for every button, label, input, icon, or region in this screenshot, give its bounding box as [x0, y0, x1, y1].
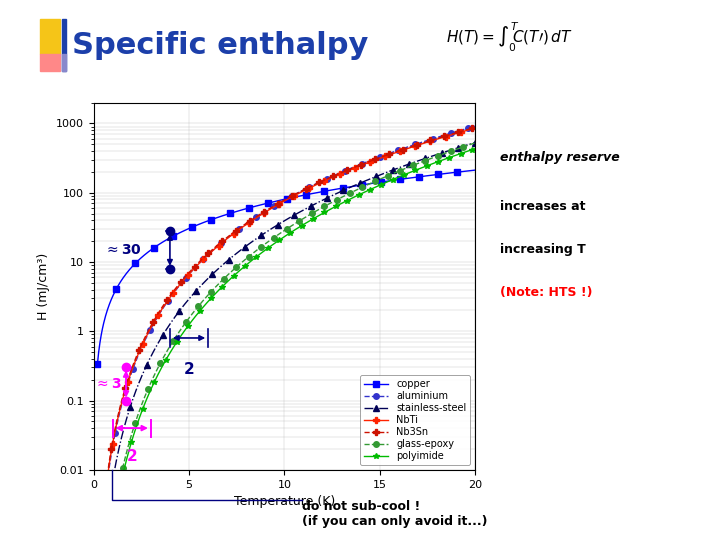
Nb3Sn: [160, 301, 168, 307]
Text: increasing T: increasing T: [500, 243, 586, 256]
polyimide: [471, 145, 480, 152]
aluminium: [190, 265, 199, 272]
copper: [346, 184, 354, 190]
copper: [316, 189, 325, 195]
NbTi: [471, 125, 480, 131]
Text: $\approx$30: $\approx$30: [104, 243, 141, 257]
NbTi: [160, 302, 168, 309]
stainless-steel: [377, 171, 386, 178]
NbTi: [346, 167, 354, 173]
Nb3Sn: [190, 264, 199, 270]
Nb3Sn: [471, 124, 480, 131]
Line: polyimide: polyimide: [94, 146, 478, 540]
glass-epoxy: [471, 140, 480, 146]
Nb3Sn: [377, 153, 386, 160]
polyimide: [160, 360, 168, 366]
Nb3Sn: [316, 179, 325, 185]
Line: Nb3Sn: Nb3Sn: [94, 125, 478, 540]
polyimide: [316, 212, 325, 218]
aluminium: [316, 179, 325, 185]
stainless-steel: [160, 329, 168, 336]
aluminium: [160, 303, 168, 309]
glass-epoxy: [160, 353, 168, 359]
copper: [264, 200, 273, 206]
NbTi: [377, 154, 386, 161]
NbTi: [264, 207, 273, 213]
Legend: copper, aluminium, stainless-steel, NbTi, Nb3Sn, glass-epoxy, polyimide: copper, aluminium, stainless-steel, NbTi…: [360, 375, 470, 465]
stainless-steel: [316, 198, 325, 205]
Text: enthalpy reserve: enthalpy reserve: [500, 151, 620, 164]
stainless-steel: [264, 227, 273, 234]
Line: copper: copper: [94, 167, 478, 367]
Text: increases at: increases at: [500, 200, 586, 213]
copper: [160, 238, 168, 245]
NbTi: [190, 265, 199, 271]
stainless-steel: [471, 139, 480, 146]
copper: [471, 167, 480, 173]
copper: [93, 361, 102, 367]
Text: 2: 2: [184, 362, 194, 377]
stainless-steel: [346, 184, 354, 191]
glass-epoxy: [346, 190, 354, 197]
Text: $\approx$3: $\approx$3: [94, 377, 121, 391]
Nb3Sn: [346, 166, 354, 172]
Text: $H(T)=\int_0^T\!\!C(T\prime)\,dT$: $H(T)=\int_0^T\!\!C(T\prime)\,dT$: [446, 21, 573, 55]
glass-epoxy: [190, 308, 199, 314]
Text: 2: 2: [127, 449, 137, 464]
polyimide: [190, 314, 199, 321]
Text: do not sub-cool !
(if you can only avoid it...): do not sub-cool ! (if you can only avoid…: [302, 500, 488, 528]
X-axis label: Temperature (K): Temperature (K): [234, 495, 335, 508]
Line: NbTi: NbTi: [94, 125, 478, 540]
polyimide: [377, 181, 386, 187]
aluminium: [471, 123, 480, 130]
copper: [190, 223, 199, 230]
polyimide: [346, 196, 354, 202]
NbTi: [316, 180, 325, 186]
Line: aluminium: aluminium: [94, 123, 478, 540]
glass-epoxy: [316, 206, 325, 212]
Line: glass-epoxy: glass-epoxy: [94, 140, 478, 540]
stainless-steel: [190, 289, 199, 296]
copper: [377, 179, 386, 185]
aluminium: [377, 153, 386, 159]
Line: stainless-steel: stainless-steel: [94, 140, 478, 540]
polyimide: [264, 245, 273, 251]
Text: (Note: HTS !): (Note: HTS !): [500, 286, 593, 299]
aluminium: [346, 165, 354, 172]
Text: Specific enthalpy: Specific enthalpy: [72, 31, 369, 60]
glass-epoxy: [377, 175, 386, 181]
Y-axis label: H (mJ/cm³): H (mJ/cm³): [37, 253, 50, 320]
glass-epoxy: [264, 238, 273, 245]
Nb3Sn: [264, 206, 273, 212]
aluminium: [264, 206, 273, 213]
